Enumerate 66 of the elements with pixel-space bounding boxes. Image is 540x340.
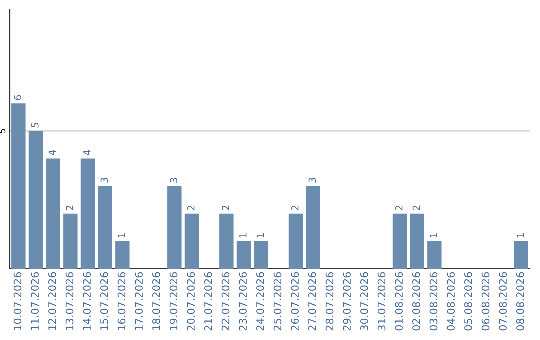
x-tick-label: 25.07.2026 bbox=[274, 272, 282, 331]
x-tick-label: 23.07.2026 bbox=[239, 272, 248, 331]
data-label: 4 bbox=[84, 150, 91, 156]
bar bbox=[98, 186, 112, 269]
data-label: 3 bbox=[308, 178, 316, 183]
bar bbox=[306, 186, 320, 269]
data-label: 2 bbox=[222, 206, 230, 210]
data-label: 2 bbox=[412, 206, 420, 210]
data-label: 1 bbox=[118, 233, 126, 238]
bar bbox=[220, 214, 234, 269]
x-tick-label: 26.07.2026 bbox=[291, 272, 300, 331]
bar bbox=[12, 104, 26, 269]
data-label: 3 bbox=[100, 178, 108, 183]
x-tick-label: 22.07.2026 bbox=[222, 272, 230, 331]
bar bbox=[428, 241, 442, 269]
data-label: 1 bbox=[516, 233, 524, 238]
data-label: 6 bbox=[14, 95, 22, 100]
x-tick-label: 08.08.2026 bbox=[516, 272, 524, 331]
x-tick-label: 13.07.2026 bbox=[66, 272, 74, 330]
data-label: 2 bbox=[291, 206, 299, 210]
x-tick-label: 06.08.2026 bbox=[482, 272, 490, 331]
bar bbox=[392, 214, 408, 269]
data-label: 3 bbox=[170, 178, 178, 183]
x-tick-label: 29.07.2026 bbox=[343, 272, 352, 331]
data-label: 5 bbox=[32, 123, 39, 128]
x-tick-label: 04.08.2026 bbox=[447, 272, 456, 331]
x-tick-label: 14.07.2026 bbox=[83, 272, 92, 330]
bar bbox=[236, 241, 252, 269]
x-tick-label: 03.08.2026 bbox=[430, 272, 438, 331]
x-tick-label: 05.08.2026 bbox=[464, 272, 472, 331]
bar bbox=[184, 214, 200, 269]
bar bbox=[168, 186, 182, 269]
data-label: 4 bbox=[48, 150, 56, 156]
x-tick-label: 01.08.2026 bbox=[395, 272, 404, 331]
data-label: 1 bbox=[430, 233, 438, 238]
bar bbox=[254, 241, 268, 269]
x-tick-label: 07.08.2026 bbox=[499, 272, 508, 331]
x-tick-label: 11.07.2026 bbox=[31, 272, 40, 330]
data-label: 1 bbox=[256, 233, 264, 238]
x-tick-label: 30.07.2026 bbox=[360, 272, 368, 331]
bar bbox=[80, 158, 96, 269]
x-tick-label: 20.07.2026 bbox=[187, 272, 196, 331]
x-tick-label: 18.07.2026 bbox=[152, 272, 160, 330]
x-tick-label: 10.07.2026 bbox=[14, 272, 22, 330]
bar bbox=[514, 241, 528, 269]
x-tick-label: 12.07.2026 bbox=[48, 272, 56, 330]
data-label: 2 bbox=[395, 206, 403, 210]
x-tick-label: 28.07.2026 bbox=[326, 272, 334, 331]
x-tick-label: 21.07.2026 bbox=[204, 272, 212, 331]
x-tick-label: 19.07.2026 bbox=[170, 272, 178, 330]
bar bbox=[116, 241, 130, 269]
data-label: 1 bbox=[240, 233, 247, 238]
x-tick-label: 17.07.2026 bbox=[135, 272, 144, 330]
x-tick-label: 31.07.2026 bbox=[378, 272, 386, 331]
data-label: 2 bbox=[66, 206, 74, 210]
bar bbox=[64, 214, 78, 269]
x-tick-label: 24.07.2026 bbox=[256, 272, 264, 331]
x-tick-label: 16.07.2026 bbox=[118, 272, 126, 330]
bar bbox=[288, 214, 304, 269]
bar bbox=[46, 158, 60, 269]
x-tick-label: 15.07.2026 bbox=[100, 272, 108, 330]
bar bbox=[410, 214, 424, 269]
x-tick-label: 02.08.2026 bbox=[412, 272, 420, 331]
data-label: 2 bbox=[187, 206, 195, 210]
bar bbox=[28, 131, 44, 269]
x-tick-label: 27.07.2026 bbox=[308, 272, 316, 331]
